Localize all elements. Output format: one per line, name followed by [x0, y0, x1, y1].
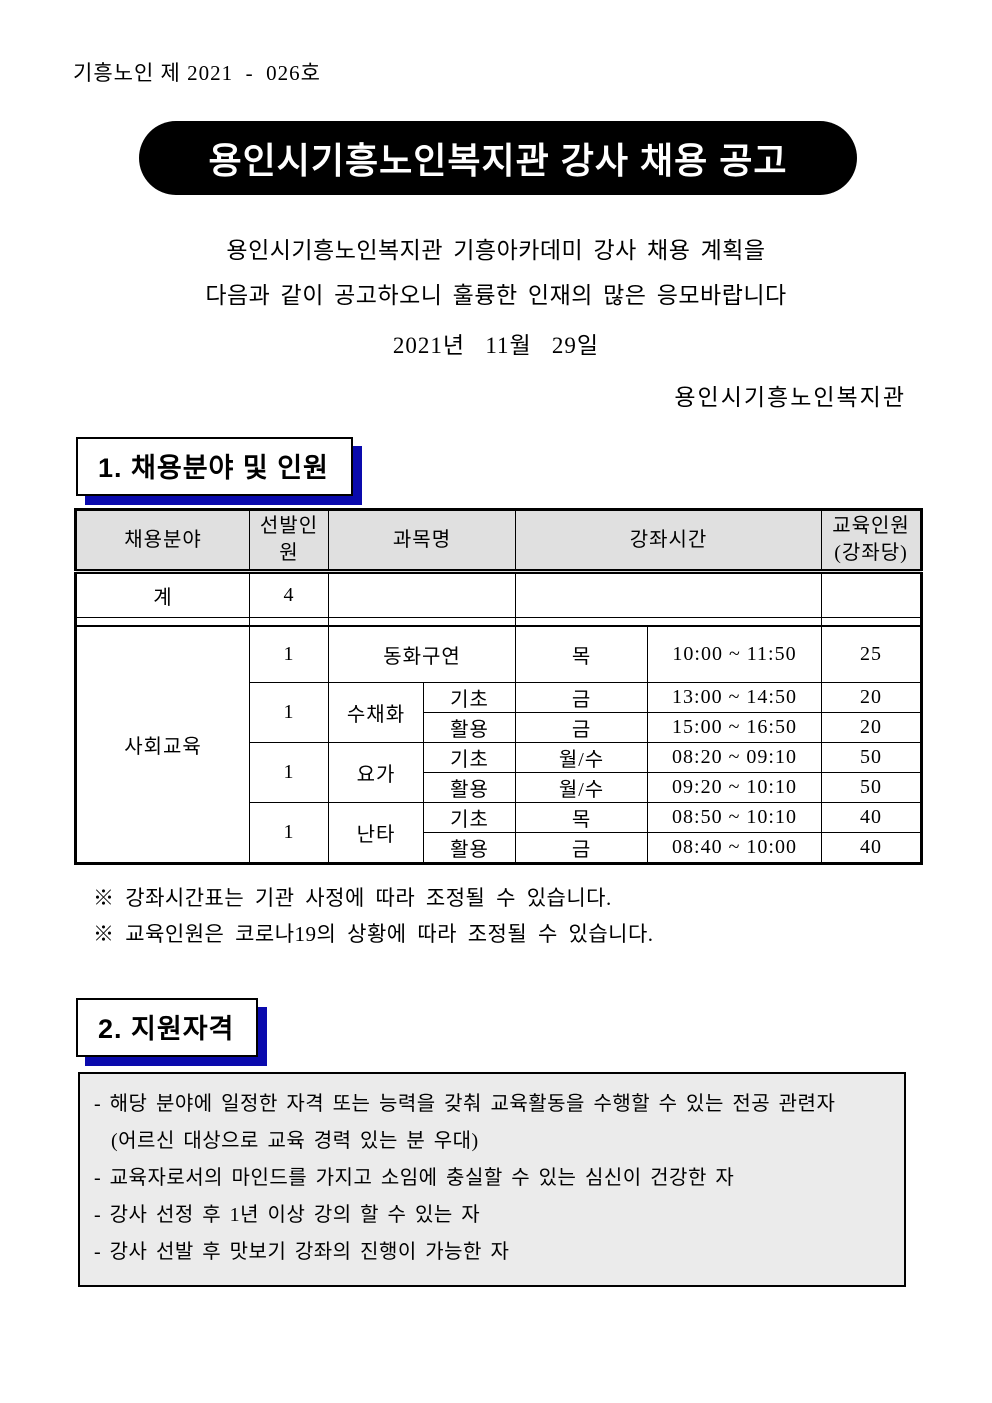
table-cell: 13:00 ~ 14:50 — [647, 682, 823, 713]
table-cell: 목 — [515, 802, 649, 833]
table-cell: 교육인원 (강좌당) — [821, 509, 923, 574]
table-cell: 1 — [249, 682, 329, 743]
table-cell: 08:40 ~ 10:00 — [647, 832, 823, 864]
table-cell: 활용 — [422, 772, 517, 803]
table-cell: 수채화 — [328, 682, 424, 743]
table-cell: 난타 — [328, 802, 424, 864]
qualification-item: - 강사 선정 후 1년 이상 강의 할 수 있는 자 — [94, 1204, 481, 1226]
table-cell — [327, 617, 517, 627]
qualification-item: - 강사 선발 후 맛보기 강좌의 진행이 가능한 자 — [94, 1241, 510, 1263]
table-cell: 10:00 ~ 11:50 — [647, 625, 823, 683]
table-cell: 20 — [821, 712, 923, 743]
title-banner: 용인시기흥노인복지관 강사 채용 공고 — [139, 121, 857, 195]
table-separator-row — [75, 617, 923, 627]
table-cell — [515, 571, 823, 618]
intro-line-2: 다음과 같이 공고하오니 훌륭한 인재의 많은 응모바랍니다 — [205, 283, 787, 308]
table-cell: 요가 — [328, 742, 424, 803]
table-cell: 기초 — [422, 742, 517, 773]
note-line: ※ 강좌시간표는 기관 사정에 따라 조정될 수 있습니다. — [93, 886, 612, 910]
table-cell: 09:20 ~ 10:10 — [647, 772, 823, 803]
table-cell: 40 — [821, 832, 923, 864]
table-head: 채용분야 선발인원 과목명 강좌시간 교육인원 (강좌당) — [75, 509, 923, 574]
table-row: 활용 금 08:40 ~ 10:00 40 — [76, 832, 923, 864]
announcement-date: 2021년 11월 29일 — [392, 333, 600, 358]
table-cell — [821, 571, 923, 618]
table-cell: 동화구연 — [327, 625, 517, 683]
table-cell: 15:00 ~ 16:50 — [647, 712, 823, 743]
table-cell: 08:20 ~ 09:10 — [647, 742, 823, 773]
table-cell: 금 — [515, 832, 649, 864]
table-cell: 1 — [249, 802, 329, 864]
table-cell: 활용 — [422, 832, 517, 864]
table-cell: 50 — [821, 742, 923, 773]
table-cell: 기초 — [422, 802, 517, 833]
table-cell: 사회교육 — [75, 625, 250, 864]
table-row: 사회교육 1 동화구연 목 10:00 ~ 11:50 25 — [75, 625, 923, 864]
document-number: 기흥노인 제 2021 - 026호 — [73, 61, 321, 85]
table-cell: 금 — [515, 682, 649, 713]
table-cell: 월/수 — [515, 742, 649, 773]
table-cell: 50 — [821, 772, 923, 803]
table-cell: 40 — [821, 802, 923, 833]
table-row: 활용 월/수 09:20 ~ 10:10 50 — [76, 772, 923, 803]
table-cell: 1 — [249, 625, 329, 683]
table-row: 1 요가 기초 월/수 08:20 ~ 09:10 50 — [76, 742, 923, 803]
table-cell — [249, 617, 329, 627]
qualification-item: (어르신 대상으로 교육 경력 있는 분 우대) — [94, 1130, 479, 1152]
table-cell: 20 — [821, 682, 923, 713]
table-cell — [515, 617, 823, 627]
table-row: 1 수채화 기초 금 13:00 ~ 14:50 20 — [76, 682, 923, 743]
table-cell: 금 — [515, 712, 649, 743]
table-cell: 선발인원 — [249, 509, 329, 574]
table-body: 계 4 사회교육 1 동화구연 목 10:00 ~ 11:50 25 1 수채화 기초 금 13:00 … — [75, 571, 923, 864]
section-heading-qualifications: 2. 지원자격 — [76, 998, 259, 1057]
section-heading-recruitment: 1. 채용분야 및 인원 — [76, 437, 353, 496]
note-line: ※ 교육인원은 코로나19의 상황에 따라 조정될 수 있습니다. — [93, 922, 654, 946]
table-cell: 4 — [249, 571, 329, 618]
intro-line-1: 용인시기흥노인복지관 기흥아카데미 강사 채용 계획을 — [226, 238, 766, 263]
table-cell: 기초 — [422, 682, 517, 713]
table-cell: 월/수 — [515, 772, 649, 803]
table-header-row: 채용분야 선발인원 과목명 강좌시간 교육인원 (강좌당) — [75, 509, 923, 574]
recruitment-table: 채용분야 선발인원 과목명 강좌시간 교육인원 (강좌당) 계 4 사회교육 1 동화구연 목 10… — [74, 508, 924, 865]
table-cell — [75, 617, 250, 627]
table-cell: 목 — [515, 625, 649, 683]
qualification-item: - 해당 분야에 일정한 자격 또는 능력을 갖춰 교육활동을 수행할 수 있는… — [94, 1093, 836, 1115]
qualification-item: - 교육자로서의 마인드를 가지고 소임에 충실할 수 있는 심신이 건강한 자 — [94, 1167, 735, 1189]
qualifications-box: - 해당 분야에 일정한 자격 또는 능력을 갖춰 교육활동을 수행할 수 있는… — [78, 1072, 906, 1287]
table-cell: 1 — [249, 742, 329, 803]
table-cell: 08:50 ~ 10:10 — [647, 802, 823, 833]
page-title: 용인시기흥노인복지관 강사 채용 공고 — [208, 140, 788, 181]
organization-name: 용인시기흥노인복지관 — [674, 385, 906, 410]
intro-paragraph: 용인시기흥노인복지관 기흥아카데미 강사 채용 계획을 다음과 같이 공고하오니… — [0, 228, 992, 318]
table-row: 활용 금 15:00 ~ 16:50 20 — [76, 712, 923, 743]
table-cell: 계 — [75, 571, 250, 618]
table-cell: 25 — [821, 625, 923, 683]
table-cell: 채용분야 — [75, 509, 250, 574]
table-cell — [327, 571, 517, 618]
table-cell — [821, 617, 923, 627]
table-cell: 활용 — [422, 712, 517, 743]
table-cell: 강좌시간 — [515, 509, 823, 574]
table-cell: 과목명 — [327, 509, 517, 574]
footnotes: ※ 강좌시간표는 기관 사정에 따라 조정될 수 있습니다. ※ 교육인원은 코… — [93, 880, 654, 952]
